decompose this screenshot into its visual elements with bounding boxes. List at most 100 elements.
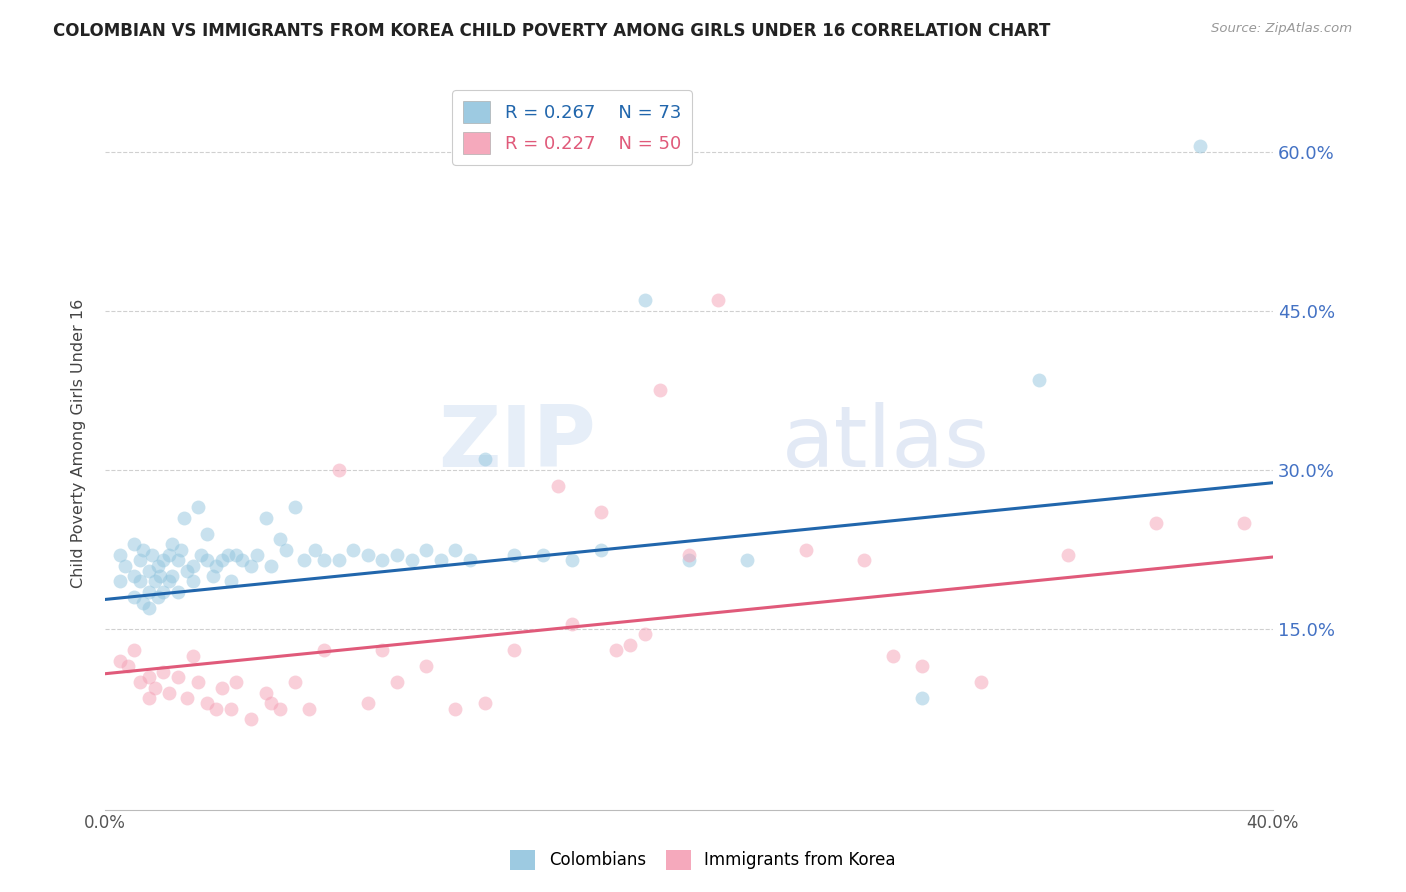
Point (202, 569, 225, 583)
Point (678, 548, 700, 562)
Point (129, 553, 152, 567)
Point (211, 681, 233, 695)
Point (254, 510, 277, 524)
Point (138, 564, 160, 578)
Point (794, 542, 817, 557)
Point (239, 558, 262, 573)
Point (547, 479, 569, 493)
Point (385, 675, 408, 690)
Point (385, 548, 408, 562)
Point (474, 452, 496, 467)
Point (138, 691, 160, 706)
Point (735, 553, 758, 567)
Text: ZIP: ZIP (437, 402, 596, 485)
Point (357, 697, 380, 711)
Point (284, 500, 307, 515)
Text: Source: ZipAtlas.com: Source: ZipAtlas.com (1212, 22, 1353, 36)
Point (167, 670, 190, 684)
Point (138, 585, 160, 599)
Point (122, 643, 145, 657)
Point (157, 686, 180, 700)
Point (502, 643, 524, 657)
Point (129, 675, 152, 690)
Point (401, 553, 423, 567)
Point (634, 293, 657, 308)
Point (195, 553, 218, 567)
Text: COLOMBIAN VS IMMIGRANTS FROM KOREA CHILD POVERTY AMONG GIRLS UNDER 16 CORRELATIO: COLOMBIAN VS IMMIGRANTS FROM KOREA CHILD… (53, 22, 1050, 40)
Point (246, 548, 269, 562)
Point (269, 702, 291, 716)
Point (415, 659, 437, 673)
Point (561, 616, 583, 631)
Point (911, 659, 934, 673)
Point (181, 558, 204, 573)
Point (157, 548, 180, 562)
Point (108, 548, 131, 562)
Point (129, 574, 152, 589)
Point (371, 643, 394, 657)
Point (707, 293, 730, 308)
Point (260, 558, 283, 573)
Point (132, 542, 155, 557)
Point (122, 591, 145, 605)
Point (429, 553, 451, 567)
Point (117, 659, 139, 673)
Point (1057, 548, 1080, 562)
Point (173, 510, 195, 524)
Point (1144, 516, 1167, 530)
Point (970, 675, 993, 690)
Point (152, 585, 174, 599)
Text: atlas: atlas (782, 402, 990, 485)
Point (146, 558, 169, 573)
Point (298, 702, 321, 716)
Point (152, 665, 174, 679)
Point (217, 548, 239, 562)
Point (591, 506, 613, 520)
Point (1028, 373, 1050, 387)
Point (187, 675, 209, 690)
Point (312, 643, 335, 657)
Point (284, 675, 307, 690)
Point (108, 574, 131, 589)
Point (143, 681, 166, 695)
Point (149, 569, 172, 583)
Point (181, 574, 204, 589)
Point (219, 574, 242, 589)
Legend: Colombians, Immigrants from Korea: Colombians, Immigrants from Korea (503, 843, 903, 877)
Point (167, 553, 190, 567)
Point (157, 574, 180, 589)
Point (678, 553, 700, 567)
Point (205, 702, 228, 716)
Point (444, 542, 467, 557)
Point (853, 553, 876, 567)
Point (239, 712, 262, 726)
Point (152, 553, 174, 567)
Point (254, 686, 277, 700)
Point (205, 558, 228, 573)
Point (122, 569, 145, 583)
Point (531, 548, 554, 562)
Point (231, 553, 253, 567)
Point (195, 526, 218, 541)
Point (328, 553, 350, 567)
Point (292, 553, 315, 567)
Y-axis label: Child Poverty Among Girls Under 16: Child Poverty Among Girls Under 16 (72, 299, 86, 588)
Point (141, 548, 163, 562)
Point (132, 596, 155, 610)
Point (143, 574, 166, 589)
Point (274, 542, 297, 557)
Point (342, 542, 364, 557)
Point (634, 627, 657, 641)
Point (269, 532, 291, 546)
Point (167, 585, 190, 599)
Point (190, 548, 212, 562)
Point (371, 553, 394, 567)
Point (176, 691, 198, 706)
Point (591, 542, 613, 557)
Point (181, 648, 204, 663)
Point (474, 697, 496, 711)
Point (211, 553, 233, 567)
Point (458, 553, 481, 567)
Point (882, 648, 904, 663)
Point (1188, 139, 1211, 153)
